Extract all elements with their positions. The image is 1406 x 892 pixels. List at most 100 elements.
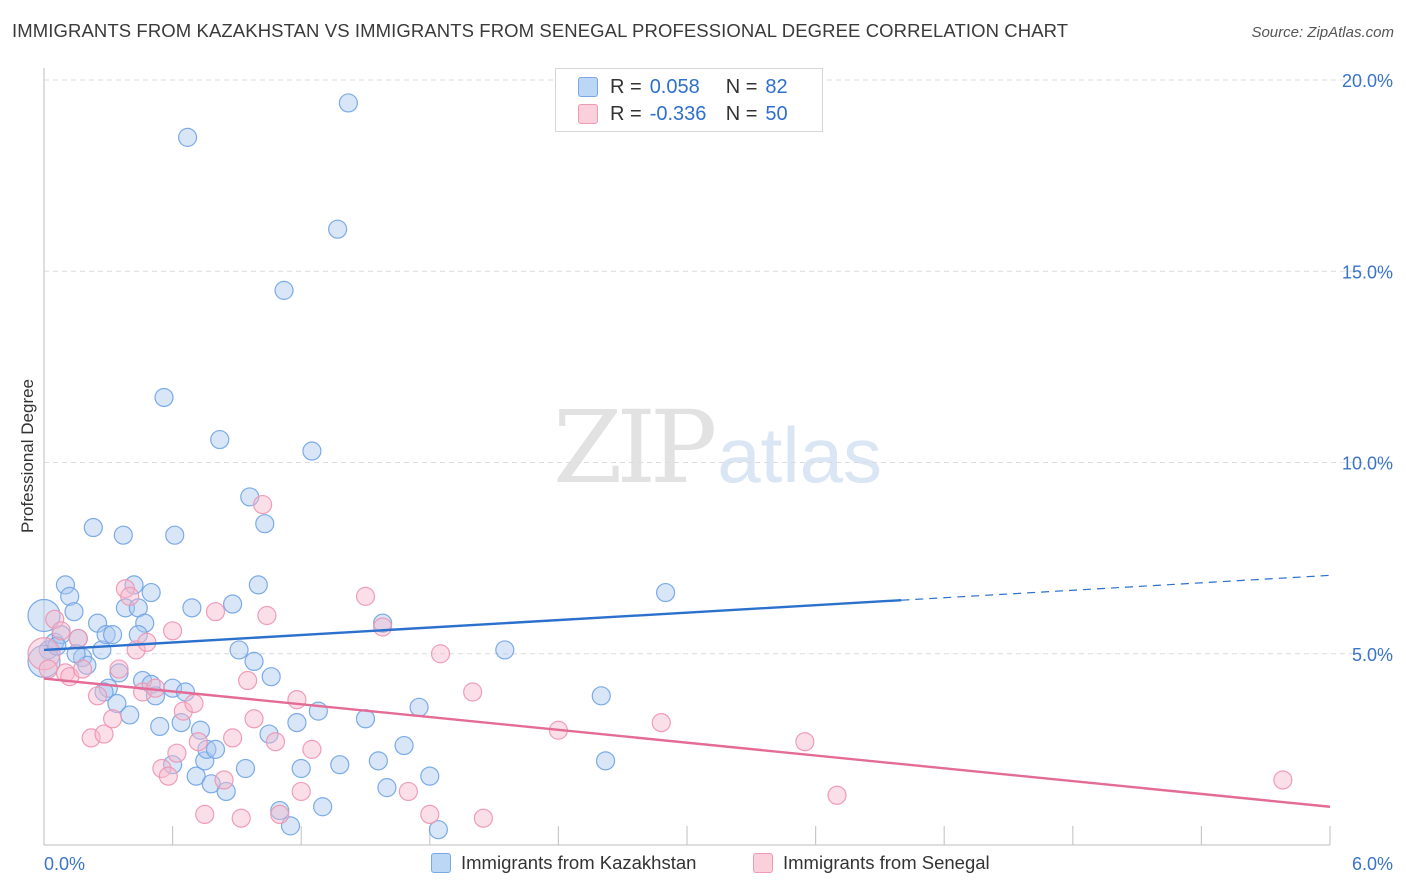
point-kazakhstan [291,758,311,779]
point-kazakhstan [259,724,279,744]
r-value: -0.336 [649,102,707,125]
point-senegal [257,605,277,626]
point-senegal [244,709,264,729]
point-kazakhstan [223,594,243,614]
point-senegal [109,659,129,679]
point-kazakhstan [377,778,397,798]
point-senegal [94,724,114,744]
point-kazakhstan [150,716,170,737]
trend-line-senegal [43,677,1331,808]
point-kazakhstan [368,751,388,771]
point-senegal [87,686,108,706]
point-kazakhstan [409,697,429,717]
point-kazakhstan [171,712,191,733]
point-kazakhstan [495,640,515,660]
point-senegal [463,682,483,702]
chart-title: IMMIGRANTS FROM KAZAKHSTAN VS IMMIGRANTS… [12,20,1069,41]
point-kazakhstan [163,755,183,775]
point-kazakhstan [655,582,676,603]
legend-item-senegal[interactable]: Immigrants from Senegal [753,852,990,874]
point-senegal [430,644,451,664]
n-label: N = [725,75,758,98]
point-kazakhstan [595,751,616,771]
point-kazakhstan [328,219,348,239]
point-kazakhstan [190,720,211,740]
point-senegal [81,728,101,748]
stats-swatch-senegal [578,104,598,124]
r-label: R = [610,75,642,98]
point-kazakhstan [235,758,256,779]
point-senegal [420,804,440,825]
legend-label: Immigrants from Kazakhstan [461,852,697,873]
point-kazakhstan [154,387,174,408]
point-kazakhstan [330,755,350,775]
source-label: Source: ZipAtlas.com [1251,24,1394,41]
point-senegal [72,659,93,679]
point-senegal [1273,770,1293,790]
point-senegal [355,586,376,606]
point-senegal [223,728,243,748]
point-senegal [38,659,58,679]
axes [43,68,1331,846]
point-senegal [302,739,322,759]
point-kazakhstan [244,651,264,672]
point-senegal [398,781,418,802]
y-tick-label: 5.0% [1352,645,1393,665]
n-value: 50 [765,102,788,125]
point-kazakhstan [182,598,202,618]
trend-lines [43,574,1331,808]
legend-item-kazakhstan[interactable]: Immigrants from Kazakhstan [431,852,696,874]
stats-swatch-kazakhstan [578,77,598,97]
point-kazakhstan [287,712,307,733]
point-senegal [188,732,208,752]
point-kazakhstan [255,514,275,534]
point-kazakhstan [96,625,116,645]
point-kazakhstan [274,280,294,300]
point-kazakhstan [313,797,333,817]
point-senegal [184,693,204,714]
point-senegal [373,617,393,637]
point-senegal [265,732,286,752]
point-kazakhstan [55,575,76,595]
point-kazakhstan [216,781,236,802]
y-tick-label: 20.0% [1342,71,1393,91]
point-senegal [651,712,671,733]
watermark-atlas: atlas [717,411,883,499]
point-senegal [205,602,226,622]
point-kazakhstan [248,575,268,595]
point-kazakhstan [186,766,206,786]
r-value: 0.058 [649,75,700,98]
point-kazakhstan [201,774,221,794]
point-kazakhstan [210,429,230,450]
stats-row-senegal: R = -0.336 N = 50 [578,101,788,127]
point-kazakhstan [178,127,198,147]
x-tick-label-max: 6.0% [1352,854,1393,874]
watermark-zip: ZIP [553,389,717,506]
point-senegal [214,770,234,790]
point-kazakhstan [60,586,80,606]
point-kazakhstan [141,582,161,603]
n-label: N = [725,102,758,125]
point-senegal [173,701,193,721]
trend-extension-kazakhstan [901,574,1331,601]
point-kazakhstan [229,640,249,660]
point-senegal [27,637,61,671]
point-kazakhstan [135,613,155,633]
point-kazakhstan [302,441,322,461]
legend-swatch-kazakhstan [431,853,451,873]
n-value: 82 [765,75,788,98]
x-tick-label-min: 0.0% [44,854,85,874]
point-senegal [291,781,311,802]
legend-swatch-senegal [753,853,773,873]
point-kazakhstan [261,667,281,687]
point-kazakhstan [27,598,61,633]
point-senegal [795,732,815,752]
point-kazakhstan [102,625,123,645]
y-tick-label: 10.0% [1342,454,1393,474]
point-senegal [287,690,307,710]
point-senegal [231,808,251,828]
point-kazakhstan [107,693,127,714]
point-senegal [827,785,847,805]
trend-line-kazakhstan [43,599,902,652]
